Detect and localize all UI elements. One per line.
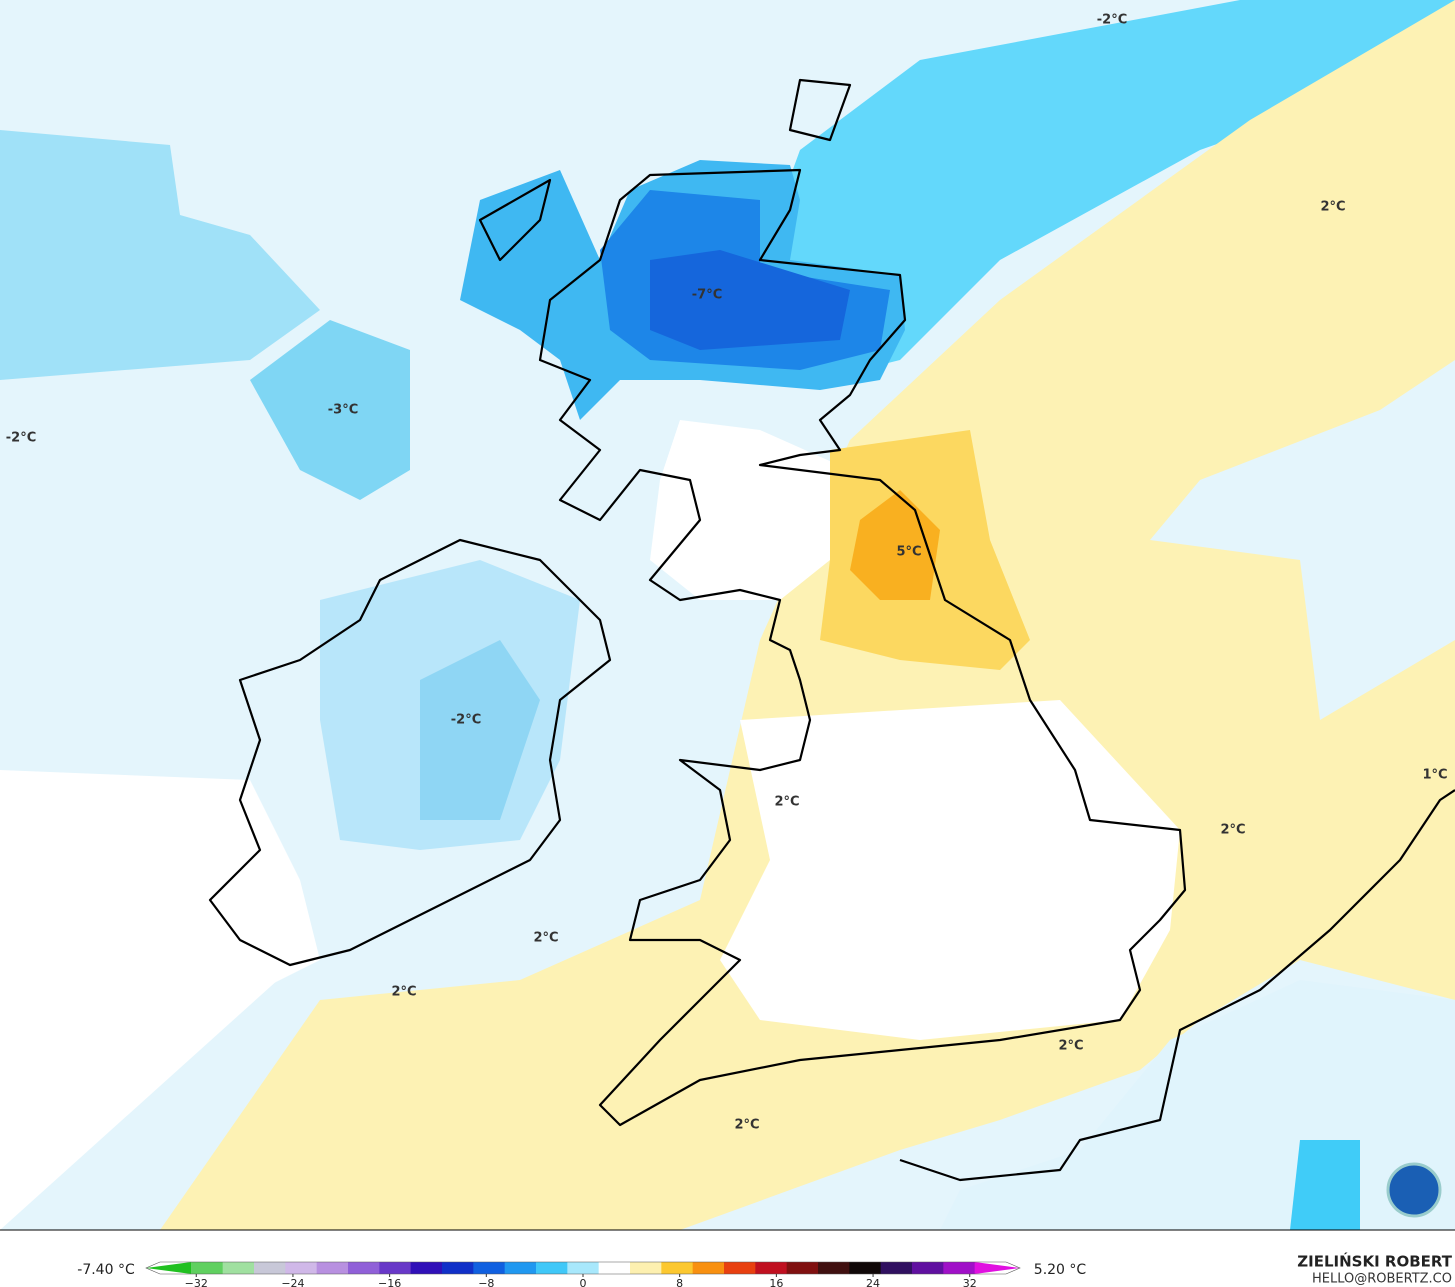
colorbar-swatch (410, 1262, 443, 1274)
colorbar-tick-label: −32 (185, 1277, 208, 1287)
temperature-label: 2°C (1058, 1039, 1083, 1054)
temperature-label: 5°C (896, 545, 921, 560)
colorbar-end (974, 1262, 1020, 1274)
colorbar-swatch (755, 1262, 788, 1274)
colorbar-outline (145, 1261, 1021, 1275)
colorbar-tick-label: −16 (378, 1277, 401, 1287)
colorbar-tick-label: 32 (963, 1277, 977, 1287)
colorbar-swatch (630, 1262, 662, 1274)
white-area (720, 700, 1180, 1040)
cyan-band (760, 0, 1455, 380)
colorbar-swatch (880, 1262, 913, 1274)
temperature-label: 2°C (1320, 200, 1345, 215)
colorbar-swatch (254, 1262, 286, 1274)
temperature-label: -2°C (451, 713, 481, 728)
colorbar-swatch (692, 1262, 725, 1274)
coastline (208, 538, 612, 967)
colorbar-swatch (285, 1262, 318, 1274)
colorbar-tick-label: 0 (580, 1277, 587, 1287)
colorbar-swatch (567, 1262, 600, 1274)
colorbar-swatch (724, 1262, 756, 1274)
colorbar-swatch (348, 1262, 380, 1274)
colorbar-end (146, 1262, 192, 1274)
colorbar-swatch (379, 1262, 412, 1274)
deep-blue-area (650, 250, 850, 350)
colorbar-tick-label: 24 (866, 1277, 880, 1287)
colorbar-swatch (191, 1262, 224, 1274)
temperature-label: -7°C (692, 288, 722, 303)
colorbar-tick-label: 16 (769, 1277, 783, 1287)
white-area (0, 960, 300, 1230)
colorbar-swatch (943, 1262, 976, 1274)
islands (478, 78, 852, 262)
cyan-area (250, 320, 410, 500)
colorbar-swatch (786, 1262, 819, 1274)
cyan-area (420, 640, 540, 820)
temperature-label: -2°C (6, 431, 36, 446)
temperature-label: 2°C (391, 985, 416, 1000)
temperature-label: 2°C (1220, 823, 1245, 838)
coastline (538, 168, 1187, 1127)
contact: HELLO@ROBERTZ.CO (1312, 1272, 1452, 1287)
colorbar-swatch (598, 1262, 631, 1274)
colorbar-swatch (661, 1262, 694, 1274)
temperature-label: 2°C (774, 795, 799, 810)
colorbar-tick-label: 8 (676, 1277, 683, 1287)
temperature-label: 1°C (1422, 768, 1447, 783)
colorbar-min: -7.40 °C (77, 1262, 135, 1278)
white-area (650, 420, 850, 600)
author: ZIELIŃSKI ROBERT (1297, 1252, 1452, 1271)
temperature-label: 2°C (533, 931, 558, 946)
colorbar-swatch (818, 1262, 850, 1274)
colorbar-swatch (504, 1262, 537, 1274)
noaa-logo (1386, 1162, 1442, 1218)
colorbar-tick-label: −24 (281, 1277, 304, 1287)
colorbar-swatch (849, 1262, 882, 1274)
cyan-area (1290, 1140, 1360, 1230)
colorbar-swatch (473, 1262, 506, 1274)
temperature-label: -2°C (1097, 13, 1127, 28)
colorbar-max: 5.20 °C (1034, 1262, 1087, 1278)
colorbar-swatch (442, 1262, 474, 1274)
coastline (899, 789, 1455, 1182)
temperature-label: -3°C (328, 403, 358, 418)
temperature-label: 2°C (734, 1118, 759, 1133)
colorbar-swatch (222, 1262, 255, 1274)
colorbar-swatch (316, 1262, 349, 1274)
colorbar-tick-label: −8 (478, 1277, 494, 1287)
cyan-area (0, 130, 320, 380)
colorbar-swatch (912, 1262, 944, 1274)
colorbar-swatch (536, 1262, 568, 1274)
white-area (0, 770, 320, 1000)
